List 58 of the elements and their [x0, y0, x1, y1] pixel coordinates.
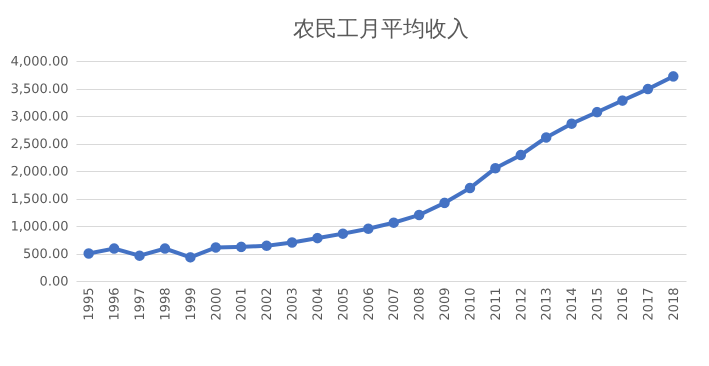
- x-tick-label: 1999: [184, 288, 199, 321]
- x-tick-label: 2017: [641, 288, 656, 321]
- point: [338, 228, 348, 239]
- x-tick-label: 2006: [362, 288, 377, 321]
- y-tick-label: 2,000.00: [10, 164, 68, 180]
- x-tick-label: 2005: [336, 288, 352, 321]
- point: [83, 248, 94, 259]
- chart-title: 农民工月平均收入: [293, 17, 469, 42]
- y-tick-label: 2,500.00: [10, 137, 68, 152]
- x-tick-label: 2002: [260, 288, 276, 321]
- x-tick-label: 2016: [616, 288, 631, 321]
- x-tick-label: 2012: [514, 288, 530, 321]
- x-tick-label: 2014: [565, 288, 580, 321]
- y-tick-label: 500.00: [23, 247, 68, 262]
- point: [185, 252, 196, 263]
- y-tick-label: 4,000.00: [10, 54, 68, 70]
- point: [261, 240, 272, 252]
- point: [286, 237, 298, 248]
- point: [592, 106, 602, 118]
- x-tick-label: 2018: [666, 288, 682, 321]
- point: [617, 95, 628, 106]
- x-tick-label: 2001: [234, 288, 250, 321]
- x-tick-label: 2011: [488, 288, 504, 321]
- point: [210, 242, 222, 253]
- x-tick-label: 2003: [286, 288, 301, 321]
- x-tick-label: 2007: [387, 288, 402, 321]
- point: [439, 198, 450, 208]
- x-tick-label: 2015: [590, 288, 606, 321]
- y-tick-label: 1,000.00: [10, 220, 68, 234]
- x-tick-label: 1997: [133, 288, 148, 321]
- point: [490, 163, 501, 174]
- point: [464, 182, 476, 194]
- point: [236, 242, 246, 252]
- point: [388, 217, 399, 228]
- point: [642, 84, 654, 94]
- point: [160, 243, 170, 254]
- x-tick-label: 2008: [412, 288, 428, 321]
- x-tick-label: 2010: [463, 288, 478, 321]
- point: [363, 224, 374, 234]
- x-tick-label: 2013: [540, 288, 555, 321]
- y-tick-label: 3,000.00: [10, 110, 68, 124]
- point: [540, 132, 552, 143]
- point: [414, 210, 424, 220]
- x-tick-label: 1996: [108, 288, 123, 321]
- point: [108, 243, 120, 254]
- y-tick-label: 1,500.00: [10, 192, 68, 207]
- point: [566, 118, 577, 129]
- y-tick-label: 0.00: [40, 274, 68, 290]
- x-tick-label: 2000: [209, 288, 224, 321]
- point: [668, 71, 679, 82]
- x-tick-label: 1998: [158, 288, 174, 321]
- y-tick-label: 3,500.00: [10, 82, 68, 97]
- x-tick-label: 2004: [310, 288, 326, 321]
- point: [134, 250, 145, 261]
- x-tick-label: 1995: [82, 288, 98, 321]
- x-tick-label: 2009: [438, 288, 454, 321]
- point: [312, 232, 323, 244]
- point: [516, 150, 526, 160]
